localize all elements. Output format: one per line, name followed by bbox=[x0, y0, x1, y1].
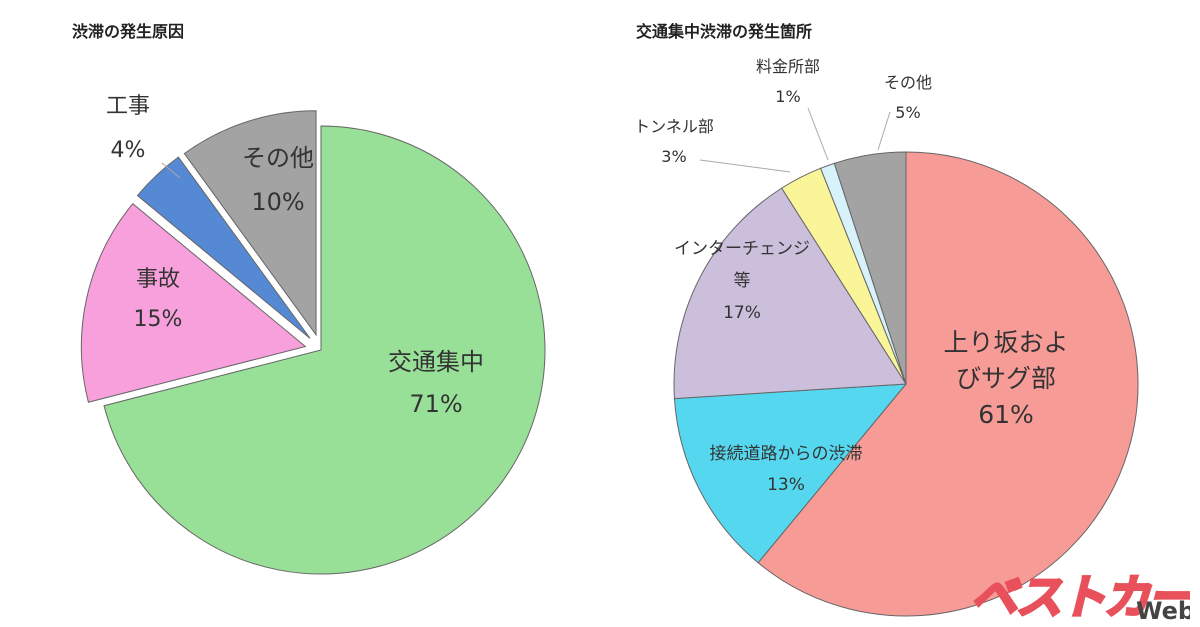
slice-category-label: 交通集中 bbox=[388, 348, 484, 376]
slice-value-label: 10% bbox=[251, 188, 304, 216]
slice-value-label: 3% bbox=[661, 147, 686, 166]
slice-value-label: 61% bbox=[978, 400, 1034, 429]
logo-brand-text: ベストカー bbox=[968, 572, 1190, 623]
pie-slice bbox=[183, 110, 317, 337]
slice-category-label: その他 bbox=[242, 144, 314, 172]
slice-category-label: 事故 bbox=[136, 267, 180, 292]
pie-slice bbox=[757, 151, 1139, 617]
pie-slice bbox=[673, 187, 907, 400]
slice-category-label: その他 bbox=[884, 73, 932, 92]
pie-slice bbox=[673, 383, 908, 564]
slice-value-label: 5% bbox=[895, 103, 920, 122]
chart-title-causes: 渋滞の発生原因 bbox=[72, 22, 185, 41]
bestcar-web-logo: ベストカー Web bbox=[967, 570, 1190, 623]
slice-category-label: 接続道路からの渋滞 bbox=[710, 444, 863, 464]
leader-line bbox=[699, 159, 791, 173]
chart-title-locations: 交通集中渋滞の発生箇所 bbox=[636, 22, 813, 41]
slice-category-label: インターチェンジ bbox=[674, 239, 810, 259]
slice-value-label: 15% bbox=[134, 307, 183, 332]
pie-slice bbox=[103, 125, 546, 575]
slice-category-label: 上り坂およ bbox=[943, 328, 1068, 357]
logo-web-text: Web bbox=[1136, 597, 1190, 623]
slice-value-label: 4% bbox=[111, 138, 146, 163]
pie-slice bbox=[833, 151, 907, 385]
pie-causes: 交通集中 71% 事故 15% 工事 4% その他 10% bbox=[80, 94, 546, 575]
leader-line bbox=[807, 107, 829, 161]
slice-category-label: 料金所部 bbox=[756, 57, 820, 76]
slice-category-label: トンネル部 bbox=[634, 117, 714, 136]
leader-line bbox=[877, 111, 891, 151]
slice-category-label: 等 bbox=[734, 271, 751, 291]
leader-line bbox=[161, 162, 181, 179]
slice-value-label: 71% bbox=[409, 390, 462, 418]
slice-value-label: 17% bbox=[723, 303, 761, 323]
pie-slice bbox=[136, 156, 311, 339]
slice-category-label: 工事 bbox=[106, 94, 150, 119]
slice-value-label: 1% bbox=[775, 87, 800, 106]
slice-value-label: 13% bbox=[767, 475, 805, 495]
pie-slice bbox=[80, 203, 307, 403]
slice-category-label: びサグ部 bbox=[956, 364, 1056, 393]
